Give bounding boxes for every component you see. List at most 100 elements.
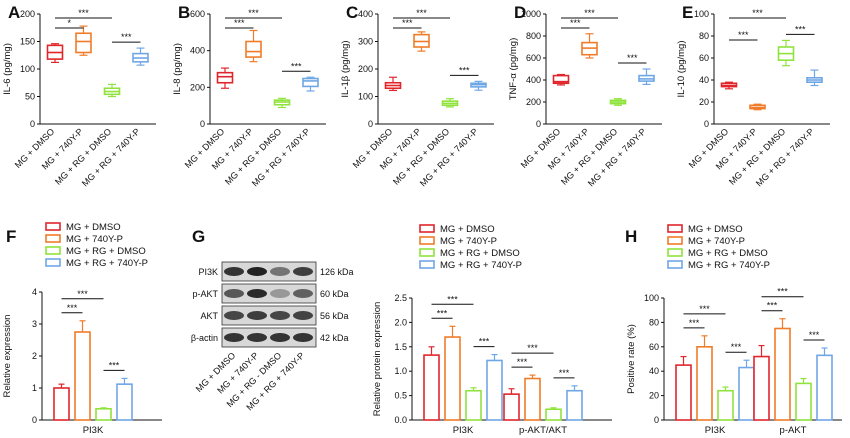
panel-g-y-tick-label: 2.0 bbox=[394, 317, 407, 327]
panel-d-box bbox=[552, 74, 570, 85]
panel-b-box bbox=[245, 40, 262, 58]
panel-a-y-tick-label: 0 bbox=[30, 119, 35, 129]
panel-g-y-tick-label: 1.0 bbox=[394, 366, 407, 376]
panel-f-y-tick-label: 2 bbox=[32, 351, 37, 361]
panel-b-sig-label: *** bbox=[291, 61, 302, 71]
panel-g-sig-label: *** bbox=[527, 343, 538, 353]
blot-band bbox=[247, 267, 267, 276]
panel-e-sig-label: *** bbox=[795, 24, 806, 34]
panel-a-y-tick-label: 50 bbox=[25, 92, 35, 102]
panel-h-y-tick-label: 40 bbox=[649, 366, 659, 376]
panel-e-y-tick-label: 100 bbox=[694, 9, 709, 19]
panel-g-sig-label: *** bbox=[559, 368, 570, 378]
panel-f-legend-swatch bbox=[45, 222, 61, 231]
panel-g-legend-label: MG + 740Y-P bbox=[440, 236, 497, 247]
blot-band-label: β-actin bbox=[191, 333, 218, 343]
blot-band bbox=[270, 333, 290, 342]
panel-f-legend-label: MG + RG + DMSO bbox=[66, 246, 146, 257]
panel-d-sig-label: *** bbox=[627, 53, 638, 63]
panel-f-y-tick-label: 4 bbox=[32, 287, 37, 297]
blot-band bbox=[247, 333, 267, 342]
panel-g-bar bbox=[566, 389, 583, 421]
panel-g-bar bbox=[503, 393, 520, 421]
panel-f-legend-swatch bbox=[45, 258, 61, 267]
panel-h-group-label: p-AKT bbox=[780, 425, 807, 436]
blot-row bbox=[221, 327, 317, 348]
blot-band bbox=[247, 311, 267, 320]
panel-f-legend-swatch bbox=[45, 234, 61, 243]
panel-c-y-tick-label: 0 bbox=[368, 119, 373, 129]
panel-e-y-tick-label: 20 bbox=[699, 97, 709, 107]
panel-h-bar bbox=[675, 364, 692, 421]
panel-g-y-tick-label: 1.5 bbox=[394, 342, 407, 352]
blot-row bbox=[221, 283, 317, 304]
panel-h-bar bbox=[753, 355, 770, 421]
panel-e-sig-label: *** bbox=[738, 30, 749, 40]
blot-kda-label: 126 kDa bbox=[320, 267, 354, 277]
panel-h-legend-label: MG + 740Y-P bbox=[688, 236, 745, 247]
panel-a-y-tick-label: 200 bbox=[20, 9, 35, 19]
panel-g-legend-swatch bbox=[419, 248, 435, 257]
panel-e-ylabel: IL-10 (pg/mg) bbox=[676, 40, 687, 97]
panel-e-y-tick-label: 60 bbox=[699, 53, 709, 63]
panel-b-ylabel: IL-8 (pg/mg) bbox=[172, 43, 183, 95]
panel-b-letter: B bbox=[178, 3, 190, 22]
panel-a-y-tick-label: 150 bbox=[20, 37, 35, 47]
panel-f-sig-label: *** bbox=[109, 360, 120, 370]
panel-f-letter: F bbox=[6, 227, 16, 246]
panel-g-bar bbox=[423, 354, 440, 421]
panel-g-y-tick-label: 2.5 bbox=[394, 293, 407, 303]
panel-g-bar bbox=[524, 377, 541, 421]
panel-h-bar bbox=[816, 354, 833, 421]
panel-e-y-tick-label: 40 bbox=[699, 75, 709, 85]
panel-f-sig-label: *** bbox=[67, 303, 78, 313]
blot-band-label: AKT bbox=[200, 311, 218, 321]
panel-g-legend-swatch bbox=[419, 224, 435, 233]
panel-a-sig-label: *** bbox=[121, 32, 132, 42]
panel-b-y-tick-label: 200 bbox=[190, 82, 205, 92]
panel-d-y-tick-label: 600 bbox=[526, 53, 541, 63]
panel-g-legend-label: MG + RG + DMSO bbox=[440, 248, 520, 259]
panel-e-letter: E bbox=[682, 3, 693, 22]
panel-h-ylabel: Positive rate (%) bbox=[626, 324, 637, 394]
panel-h-legend-label: MG + RG + DMSO bbox=[688, 248, 768, 259]
panel-g-bar bbox=[465, 389, 482, 421]
panel-f-bar bbox=[116, 383, 133, 421]
blot-band bbox=[247, 289, 267, 298]
panel-a-ylabel: IL-6 (pg/mg) bbox=[2, 43, 13, 95]
panel-h-sig-label: *** bbox=[767, 301, 778, 311]
panel-h-bar bbox=[717, 389, 734, 421]
panel-h-legend-label: MG + RG + 740Y-P bbox=[688, 260, 770, 271]
panel-b-y-tick-label: 400 bbox=[190, 46, 205, 56]
panel-h-sig-label: *** bbox=[731, 342, 742, 352]
panel-f-sig-label: *** bbox=[77, 289, 88, 299]
panel-h-bar bbox=[696, 345, 713, 421]
panel-c-letter: C bbox=[346, 3, 358, 22]
panel-c-ylabel: IL-1β (pg/mg) bbox=[340, 40, 351, 97]
panel-e-sig-label: *** bbox=[752, 8, 763, 18]
panel-c-y-tick-label: 300 bbox=[358, 37, 373, 47]
panel-f-legend-label: MG + 740Y-P bbox=[66, 234, 123, 245]
panel-h-legend-swatch bbox=[667, 260, 683, 269]
panel-g-group-label: PI3K bbox=[453, 425, 474, 436]
panel-d-sig-label: *** bbox=[570, 18, 581, 28]
panel-b-sig-label: *** bbox=[248, 8, 259, 18]
panel-b-box bbox=[302, 77, 319, 88]
blot-kda-label: 42 kDa bbox=[320, 333, 349, 343]
panel-h-legend-swatch bbox=[667, 236, 683, 245]
panel-d-y-tick-label: 400 bbox=[526, 75, 541, 85]
blot-band-label: p-AKT bbox=[192, 289, 218, 299]
blot-band bbox=[224, 333, 244, 342]
blot-kda-label: 56 kDa bbox=[320, 311, 349, 321]
panel-f-bar bbox=[53, 387, 70, 421]
panel-a-sig-label: * bbox=[67, 18, 71, 28]
panel-c-y-tick-label: 400 bbox=[358, 9, 373, 19]
panel-b-box bbox=[216, 71, 234, 84]
panel-f-y-tick-label: 0 bbox=[32, 415, 37, 425]
panel-a-letter: A bbox=[8, 3, 20, 22]
blot-band bbox=[293, 289, 313, 298]
panel-c-y-tick-label: 100 bbox=[358, 92, 373, 102]
panel-f-legend-swatch bbox=[45, 246, 61, 255]
panel-g-legend-label: MG + DMSO bbox=[440, 224, 495, 235]
